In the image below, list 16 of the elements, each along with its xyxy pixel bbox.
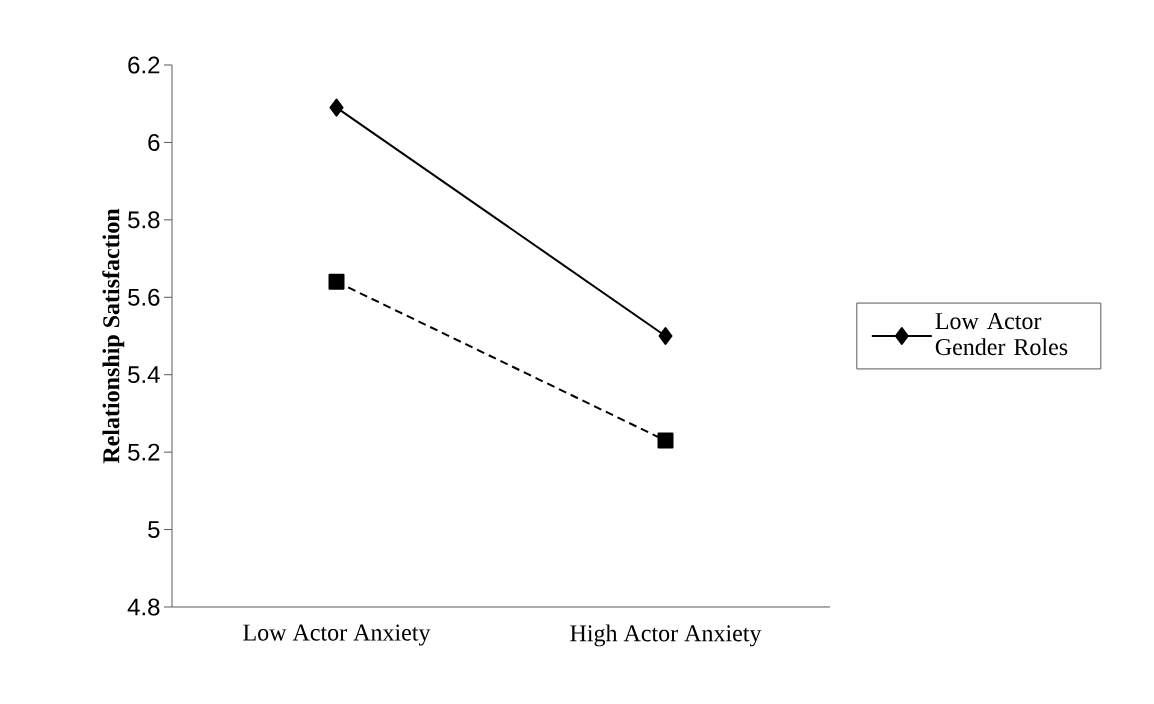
y-tick-label: 6	[148, 133, 160, 151]
y-axis-title: Relationship Satisfaction	[102, 208, 125, 464]
y-tick-label: 5.8	[128, 211, 160, 229]
x-tick-label: High Actor Anxiety	[570, 624, 762, 647]
legend-label: Low Actor Gender Roles	[935, 313, 1068, 356]
y-tick-label: 5	[148, 521, 160, 538]
y-tick-label: 4.8	[127, 598, 160, 616]
point	[329, 98, 344, 117]
point	[658, 326, 673, 345]
x-tick-label: Low Actor Anxiety	[243, 624, 431, 646]
y-tick-label: 6.2	[128, 56, 160, 74]
y-tick-label: 5.6	[128, 288, 160, 306]
point	[328, 273, 345, 290]
point	[657, 432, 674, 449]
y-tick-label: 5.4	[128, 366, 160, 384]
y-tick-label: 5.2	[128, 443, 160, 461]
